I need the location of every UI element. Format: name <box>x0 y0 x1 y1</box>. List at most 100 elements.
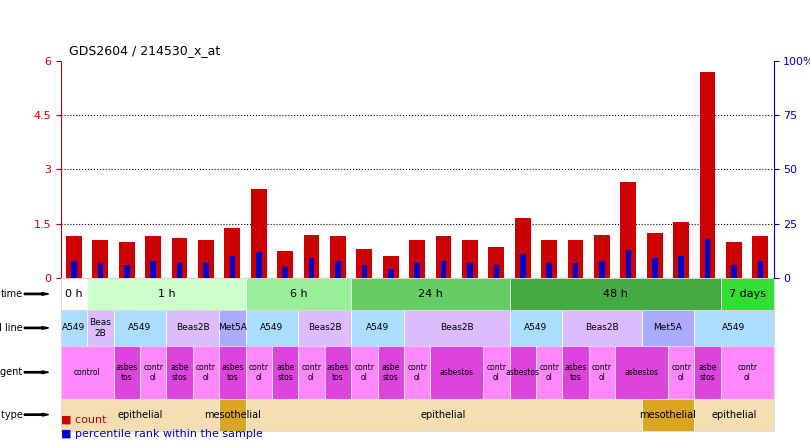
Bar <box>493 265 499 278</box>
Text: epithelial: epithelial <box>421 410 467 420</box>
Text: control: control <box>74 368 100 377</box>
Bar <box>71 261 77 278</box>
Bar <box>625 250 631 278</box>
Bar <box>277 251 293 278</box>
Bar <box>361 265 367 278</box>
Bar <box>245 310 298 346</box>
Bar <box>509 278 721 310</box>
Bar <box>441 261 446 278</box>
Bar <box>752 236 768 278</box>
Bar <box>383 256 399 278</box>
Bar <box>256 252 262 278</box>
Bar <box>547 263 552 278</box>
Bar <box>404 346 430 399</box>
Bar <box>177 263 182 278</box>
Bar <box>97 263 103 278</box>
Bar <box>377 346 404 399</box>
Bar <box>87 278 245 310</box>
Bar <box>668 346 694 399</box>
Text: asbes
tos: asbes tos <box>221 363 244 382</box>
Text: 0 h: 0 h <box>65 289 83 299</box>
Text: 24 h: 24 h <box>418 289 443 299</box>
Bar <box>245 278 352 310</box>
Text: time: time <box>1 289 23 299</box>
Bar <box>220 310 245 346</box>
Text: mesothelial: mesothelial <box>204 410 261 420</box>
Bar <box>615 346 668 399</box>
Bar <box>352 310 404 346</box>
Bar <box>87 310 113 346</box>
Bar <box>298 346 325 399</box>
Text: agent: agent <box>0 367 23 377</box>
Text: asbestos: asbestos <box>625 368 659 377</box>
Bar <box>220 399 245 431</box>
Text: A549: A549 <box>366 323 389 333</box>
Text: asbe
stos: asbe stos <box>382 363 400 382</box>
Bar <box>119 242 134 278</box>
Text: asbe
stos: asbe stos <box>698 363 717 382</box>
Bar <box>589 346 615 399</box>
Bar <box>61 346 113 399</box>
Text: A549: A549 <box>62 323 86 333</box>
Bar <box>436 236 451 278</box>
Bar <box>694 399 774 431</box>
Bar <box>694 346 721 399</box>
Text: 48 h: 48 h <box>603 289 628 299</box>
Bar <box>151 261 156 278</box>
Text: asbestos: asbestos <box>505 368 539 377</box>
Text: Beas
2B: Beas 2B <box>89 318 111 337</box>
Bar <box>203 263 209 278</box>
Bar <box>172 238 187 278</box>
Text: epithelial: epithelial <box>117 410 163 420</box>
Bar <box>721 346 774 399</box>
Text: 1 h: 1 h <box>157 289 175 299</box>
Bar <box>652 258 658 278</box>
Text: ■ count: ■ count <box>61 415 106 425</box>
Text: contr
ol: contr ol <box>196 363 216 382</box>
Bar <box>113 310 166 346</box>
Text: contr
ol: contr ol <box>143 363 163 382</box>
Text: Met5A: Met5A <box>218 323 247 333</box>
Text: A549: A549 <box>128 323 151 333</box>
Bar <box>166 310 220 346</box>
Bar <box>325 346 352 399</box>
Text: asbes
tos: asbes tos <box>116 363 138 382</box>
Bar <box>415 263 420 278</box>
Bar <box>298 310 352 346</box>
Bar <box>245 399 642 431</box>
Text: asbestos: asbestos <box>440 368 474 377</box>
Text: contr
ol: contr ol <box>737 363 757 382</box>
Text: Beas2B: Beas2B <box>308 323 342 333</box>
Bar <box>726 242 742 278</box>
Bar <box>679 256 684 278</box>
Bar <box>220 346 245 399</box>
Bar <box>731 265 737 278</box>
Bar <box>509 346 536 399</box>
Bar <box>140 346 166 399</box>
Text: Beas2B: Beas2B <box>440 323 474 333</box>
Text: contr
ol: contr ol <box>354 363 374 382</box>
Text: A549: A549 <box>524 323 548 333</box>
Bar <box>515 218 531 278</box>
Text: A549: A549 <box>723 323 745 333</box>
Text: asbes
tos: asbes tos <box>326 363 349 382</box>
Text: contr
ol: contr ol <box>407 363 427 382</box>
Text: asbe
stos: asbe stos <box>170 363 189 382</box>
Text: contr
ol: contr ol <box>539 363 559 382</box>
Text: ■ percentile rank within the sample: ■ percentile rank within the sample <box>61 429 262 440</box>
Text: mesothelial: mesothelial <box>640 410 697 420</box>
Bar <box>245 346 272 399</box>
Bar <box>700 72 715 278</box>
Bar <box>352 278 509 310</box>
Text: contr
ol: contr ol <box>249 363 269 382</box>
Bar <box>620 182 637 278</box>
Bar <box>562 310 642 346</box>
Bar <box>568 240 583 278</box>
Bar <box>61 310 87 346</box>
Text: Beas2B: Beas2B <box>585 323 619 333</box>
Bar <box>66 236 82 278</box>
Bar <box>113 346 140 399</box>
Bar <box>705 239 710 278</box>
Bar <box>124 265 130 278</box>
Bar <box>309 258 314 278</box>
